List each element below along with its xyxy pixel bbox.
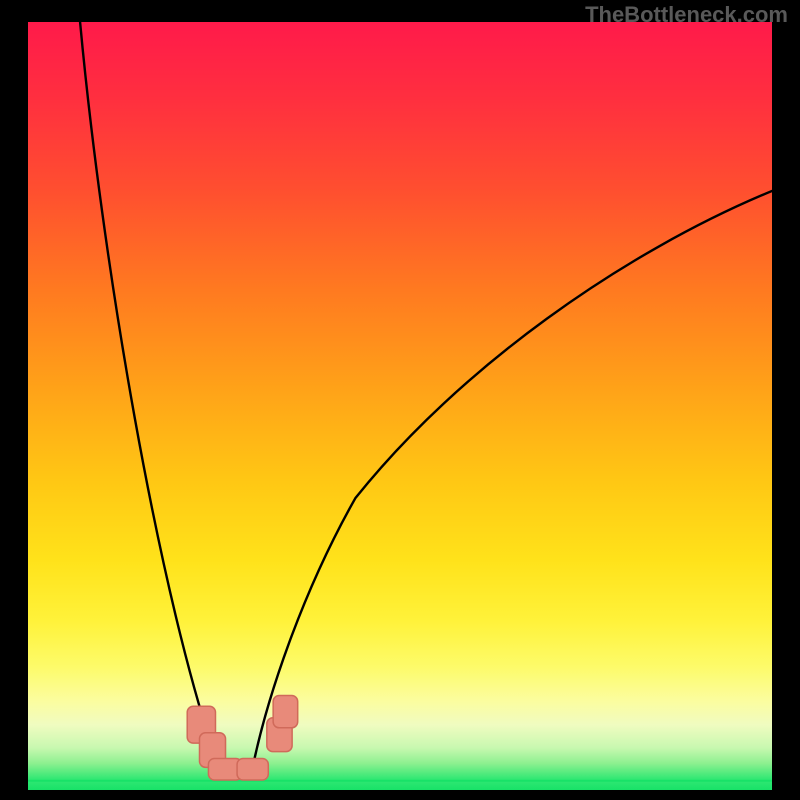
chart-root: TheBottleneck.com bbox=[0, 0, 800, 800]
bottleneck-chart bbox=[0, 0, 800, 800]
data-marker bbox=[237, 759, 268, 781]
data-marker bbox=[273, 696, 298, 728]
chart-background bbox=[28, 22, 772, 790]
watermark-text: TheBottleneck.com bbox=[585, 2, 788, 28]
